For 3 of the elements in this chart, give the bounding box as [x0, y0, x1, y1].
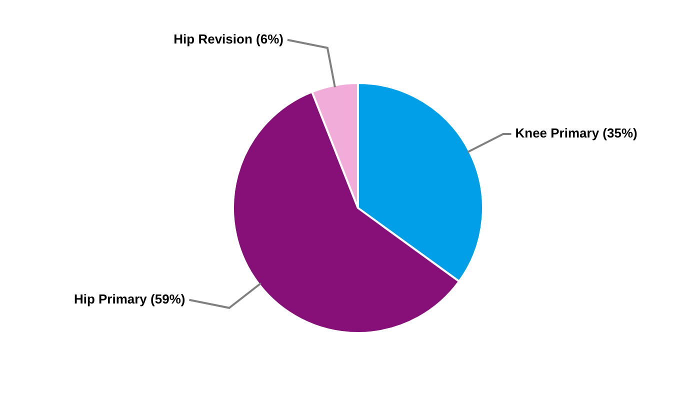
slice-label: Hip Primary (59%) [74, 291, 186, 306]
slice-label: Knee Primary (35%) [515, 126, 638, 141]
slice-label: Hip Revision (6%) [174, 31, 284, 46]
